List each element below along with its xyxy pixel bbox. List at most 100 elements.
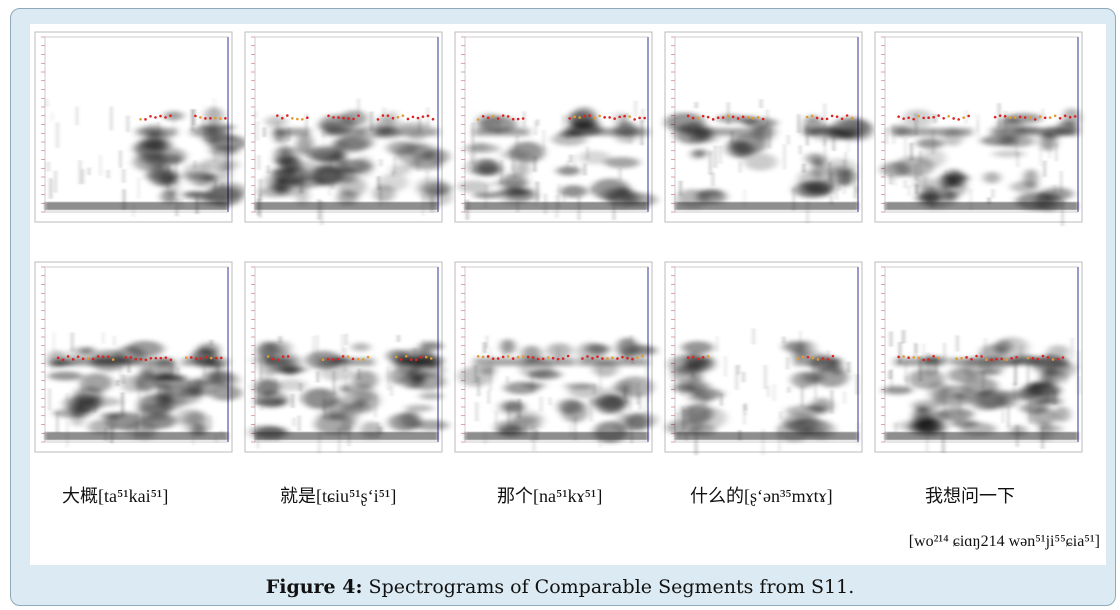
striation — [287, 127, 291, 142]
striation — [570, 424, 572, 437]
energy-blob — [983, 171, 1001, 184]
pitch-dot — [376, 118, 380, 121]
striation — [981, 370, 985, 390]
pitch-dot — [922, 116, 925, 120]
striation — [827, 350, 830, 359]
striation — [71, 332, 74, 352]
pitch-dot — [845, 114, 849, 117]
striation — [298, 415, 301, 431]
pitch-dot — [511, 117, 515, 121]
striation — [88, 167, 90, 176]
pitch-dot — [96, 355, 100, 358]
striation — [943, 342, 946, 363]
pitch-dot — [917, 114, 920, 118]
striation — [317, 432, 321, 454]
spectrogram — [454, 261, 658, 453]
striation — [743, 404, 746, 425]
striation — [413, 348, 416, 364]
pitch-dot — [491, 357, 495, 360]
pitch-dot — [583, 114, 586, 118]
striation — [768, 128, 771, 149]
striation — [599, 367, 602, 390]
striation — [634, 100, 637, 117]
striation — [970, 189, 972, 210]
striation — [56, 122, 59, 148]
striation — [904, 179, 907, 189]
striation — [692, 355, 695, 376]
pitch-dot — [1046, 356, 1050, 359]
pitch-dot — [741, 115, 745, 119]
energy-blob — [204, 106, 224, 125]
striation — [1053, 390, 1057, 405]
energy-blob — [500, 339, 516, 355]
striation — [857, 422, 860, 446]
striation — [759, 99, 763, 109]
low-band — [45, 202, 228, 210]
striation — [838, 170, 841, 191]
striation — [298, 382, 302, 392]
pitch-dot — [568, 117, 571, 120]
pitch-dot — [357, 114, 360, 117]
striation — [116, 380, 119, 387]
pitch-dot — [691, 355, 695, 359]
striation — [779, 411, 783, 420]
striation — [470, 150, 473, 164]
striation — [625, 351, 629, 363]
striation — [918, 176, 920, 183]
energy-blob — [339, 382, 362, 393]
energy-blob — [338, 167, 357, 184]
striation — [316, 335, 318, 360]
striation — [981, 390, 985, 398]
pitch-dot — [990, 358, 993, 362]
energy-blob — [208, 385, 242, 401]
striation — [592, 186, 595, 193]
striation — [121, 392, 124, 418]
energy-blob — [275, 379, 308, 391]
striation — [814, 374, 817, 399]
pitch-dot — [406, 117, 410, 121]
energy-blob — [546, 342, 573, 358]
striation — [278, 336, 282, 343]
energy-blob — [894, 156, 934, 178]
energy-blob — [319, 365, 355, 381]
striation — [474, 364, 478, 383]
energy-blob — [882, 385, 913, 395]
striations — [474, 334, 650, 452]
striation — [122, 189, 126, 210]
energy-blob — [616, 337, 639, 358]
striation — [143, 409, 146, 430]
spectrogram — [454, 31, 657, 223]
striations — [677, 328, 860, 456]
striation — [708, 150, 712, 175]
pitch-dot — [209, 117, 212, 120]
energy-blob — [207, 134, 248, 152]
pitch-dot — [81, 357, 85, 361]
striation — [423, 338, 425, 347]
pitch-dot — [806, 355, 810, 359]
pitch-dot — [219, 117, 222, 120]
pitch-dot — [641, 354, 644, 358]
pitch-dot — [598, 114, 601, 118]
pitch-dot — [491, 115, 495, 118]
striation — [885, 127, 888, 145]
striation — [391, 170, 395, 178]
pitch-dot — [169, 358, 173, 362]
pitch-dot — [716, 116, 720, 120]
energy-blob — [916, 138, 944, 149]
energy-blob — [556, 166, 581, 176]
pitch-dot — [686, 114, 690, 118]
energy-blob — [274, 156, 301, 166]
striation — [472, 143, 475, 150]
spectrogram — [664, 31, 875, 224]
striation — [891, 368, 893, 391]
striation — [735, 365, 739, 390]
striation — [51, 112, 53, 121]
pitch-dot — [184, 356, 188, 359]
energy-blob — [586, 344, 611, 355]
caption-label: Figure 4: — [265, 576, 363, 598]
striation — [1053, 184, 1057, 195]
striation — [919, 150, 922, 176]
pitch-dot — [411, 115, 415, 119]
striation — [1065, 365, 1067, 385]
striation — [323, 137, 325, 146]
